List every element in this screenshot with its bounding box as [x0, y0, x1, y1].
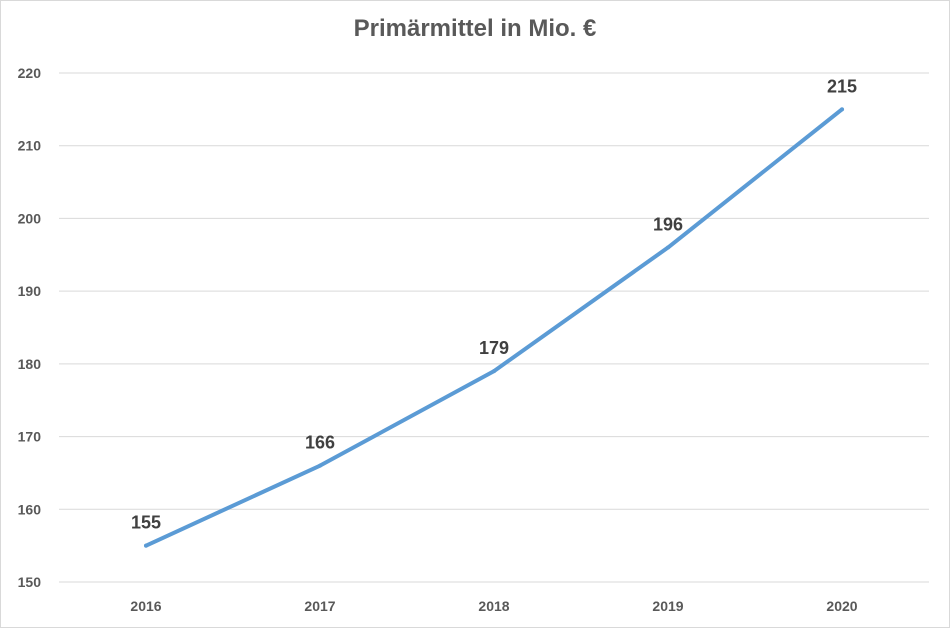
y-tick-label-180: 180: [18, 356, 42, 372]
data-point-2018: [492, 369, 496, 374]
y-tick-label-170: 170: [18, 429, 42, 445]
data-point-2019: [666, 245, 670, 250]
data-label-2020: 215: [827, 76, 857, 96]
y-tick-label-200: 200: [18, 210, 42, 226]
y-tick-label-160: 160: [18, 501, 42, 517]
y-tick-label-210: 210: [18, 138, 42, 154]
chart-title: Primärmittel in Mio. €: [353, 15, 597, 42]
data-point-2020: [840, 107, 844, 112]
x-tick-label-2017: 2017: [304, 598, 335, 614]
data-point-2017: [318, 463, 322, 468]
x-tick-label-2020: 2020: [826, 598, 857, 614]
y-tick-label-190: 190: [18, 283, 42, 299]
data-label-2018: 179: [479, 338, 509, 358]
series-line-0: [144, 107, 844, 548]
data-label-2017: 166: [305, 433, 335, 453]
x-tick-label-2016: 2016: [130, 598, 161, 614]
y-tick-label-150: 150: [18, 574, 42, 590]
x-tick-label-2018: 2018: [478, 598, 509, 614]
y-tick-label-220: 220: [18, 65, 42, 81]
data-point-2016: [144, 543, 148, 548]
data-label-2016: 155: [131, 513, 161, 533]
x-tick-label-2019: 2019: [652, 598, 683, 614]
data-label-2019: 196: [653, 215, 683, 235]
